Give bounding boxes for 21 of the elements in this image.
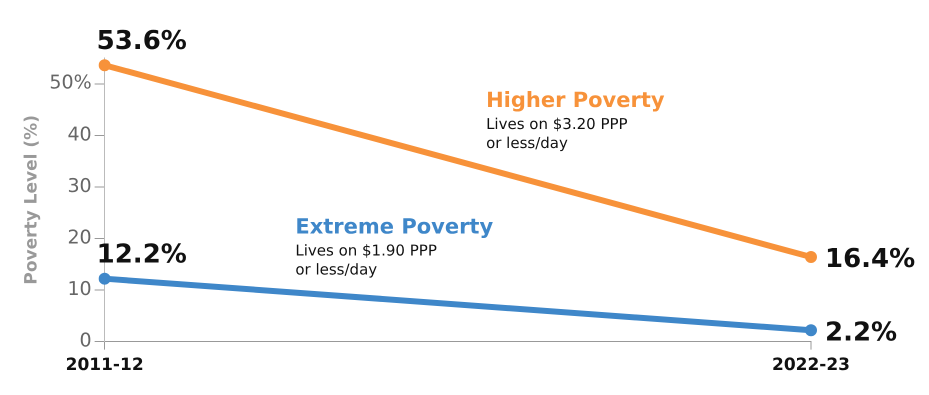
data-label: 12.2% bbox=[96, 240, 187, 270]
y-axis-title: Poverty Level (%) bbox=[22, 115, 42, 285]
y-tick-label: 0 bbox=[80, 330, 92, 352]
y-tick-label: 10 bbox=[67, 278, 92, 300]
data-label: 2.2% bbox=[825, 317, 898, 348]
y-tick-label: 20 bbox=[67, 226, 92, 248]
data-label: 16.4% bbox=[825, 244, 916, 274]
y-tick-label: 30 bbox=[67, 174, 92, 197]
point bbox=[98, 59, 111, 72]
y-tick-label: 50% bbox=[49, 72, 92, 94]
text: Extreme Poverty bbox=[295, 214, 494, 238]
point bbox=[98, 272, 111, 285]
data-label: 53.6% bbox=[96, 26, 187, 56]
annotation: Lives on $1.90 PPP or less/day bbox=[295, 241, 437, 278]
x-tick-label: 2022-23 bbox=[772, 355, 850, 376]
annotation: Lives on $3.20 PPP or less/day bbox=[486, 114, 628, 152]
point bbox=[805, 251, 817, 264]
x-tick-label: 2011-12 bbox=[66, 355, 144, 376]
text: Higher Poverty bbox=[486, 88, 665, 112]
y-tick-label: 40 bbox=[67, 123, 92, 146]
point bbox=[805, 324, 817, 336]
